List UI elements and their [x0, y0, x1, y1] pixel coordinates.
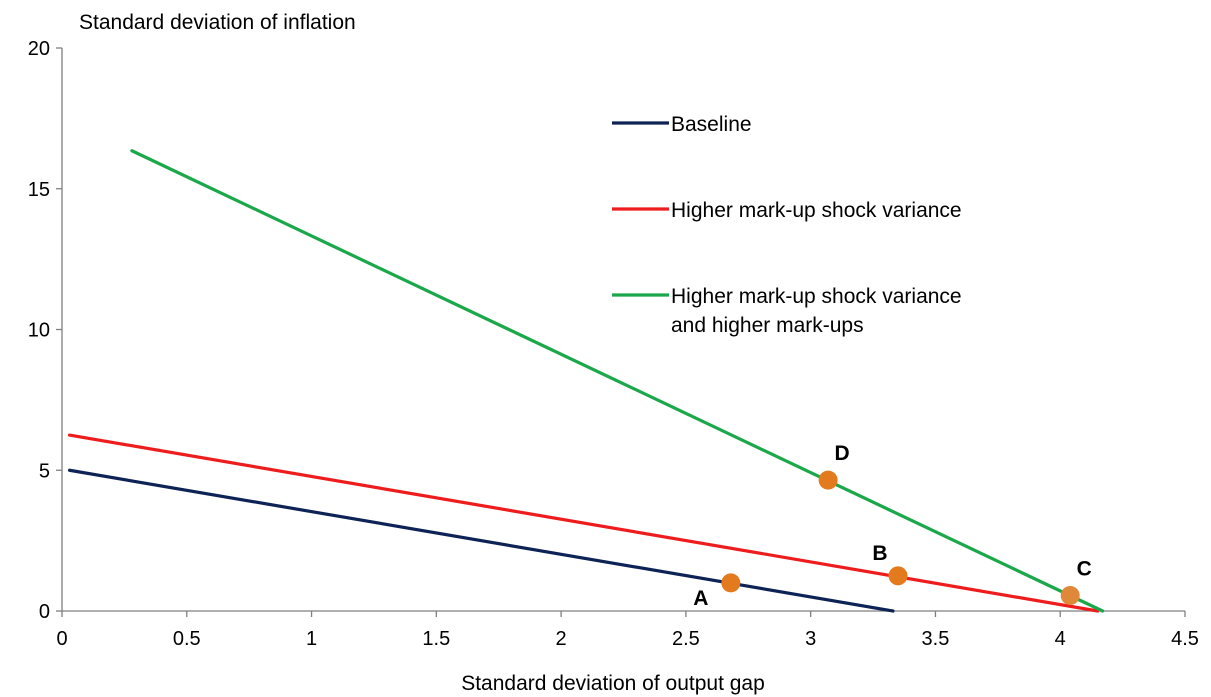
series-lines [67, 149, 1105, 613]
x-tick-label: 3.5 [922, 628, 950, 650]
y-ticks: 0 5 10 15 20 [28, 38, 62, 623]
x-tick-label: 2 [556, 628, 567, 650]
point-a-marker [721, 573, 741, 593]
y-tick-label: 5 [39, 460, 50, 482]
x-tick-label: 4.5 [1171, 628, 1199, 650]
y-tick-label: 0 [39, 601, 50, 623]
x-tick-label: 0 [56, 628, 67, 650]
point-d-label: D [835, 442, 850, 465]
x-tick-label: 4 [1055, 628, 1066, 650]
x-tick-label: 0.5 [173, 628, 201, 650]
series-line-3 [130, 149, 1105, 613]
point-b-marker [888, 566, 908, 586]
legend: Baseline Higher mark-up shock variance Hig… [612, 113, 962, 337]
series-line-1 [67, 468, 895, 613]
annotation-points: A B C D [693, 442, 1092, 610]
legend-label-2: Higher mark-up shock variance [671, 199, 962, 222]
x-tick-label: 3 [805, 628, 816, 650]
x-tick-label: 2.5 [672, 628, 700, 650]
point-c-label: C [1077, 558, 1092, 581]
point-c-marker [1060, 586, 1080, 606]
y-tick-label: 10 [28, 320, 50, 342]
x-tick-label: 1.5 [422, 628, 450, 650]
y-axis-title: Standard deviation of inflation [79, 11, 356, 34]
point-b-label: B [872, 542, 887, 565]
point-a-label: A [693, 587, 708, 610]
series-line-2 [67, 433, 1100, 613]
point-d-marker [818, 470, 838, 490]
legend-label-3: Higher mark-up shock variance and higher … [671, 285, 962, 337]
plot-area: 0 5 10 15 20 0 0.5 1 1.5 2 2.5 3 3.5 4 4.5 A B C D [28, 38, 1199, 650]
y-tick-label: 15 [28, 179, 50, 201]
x-axis-title: Standard deviation of output gap [461, 672, 765, 695]
legend-label-1: Baseline [671, 113, 752, 136]
x-tick-label: 1 [306, 628, 317, 650]
x-ticks: 0 0.5 1 1.5 2 2.5 3 3.5 4 4.5 [56, 611, 1199, 650]
y-tick-label: 20 [28, 38, 50, 60]
